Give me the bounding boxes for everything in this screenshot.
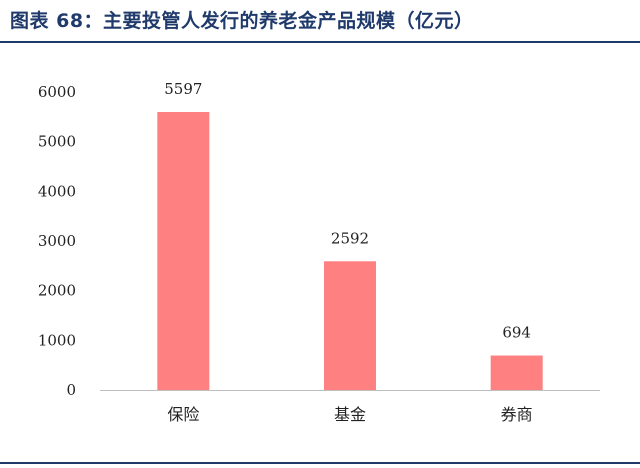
- y-tick-label: 2000: [38, 282, 76, 300]
- x-tick-label: 保险: [167, 405, 199, 424]
- title-divider: [0, 41, 640, 43]
- bar-1: [157, 112, 210, 391]
- data-label: 5597: [164, 80, 202, 98]
- bar-2: [324, 261, 376, 390]
- data-labels: 5597 2592 694: [164, 80, 531, 342]
- y-tick-label: 5000: [38, 133, 76, 151]
- y-tick-label: 0: [66, 381, 76, 399]
- x-axis: 保险 基金 券商: [167, 405, 532, 424]
- bar-3: [490, 355, 543, 390]
- y-tick-label: 4000: [38, 182, 76, 200]
- y-tick-label: 6000: [38, 83, 76, 101]
- y-axis: 0 1000 2000 3000 4000 5000 6000: [38, 83, 76, 399]
- y-tick-label: 3000: [38, 232, 76, 250]
- x-tick-label: 基金: [334, 405, 366, 424]
- bars: [157, 112, 543, 391]
- y-tick-label: 1000: [38, 331, 76, 349]
- data-label: 694: [502, 324, 531, 342]
- footer-divider: [0, 462, 640, 464]
- x-tick-label: 券商: [501, 405, 533, 424]
- chart-title: 图表 68：主要投管人发行的养老金产品规模（亿元）: [10, 10, 474, 32]
- data-label: 2592: [331, 229, 369, 247]
